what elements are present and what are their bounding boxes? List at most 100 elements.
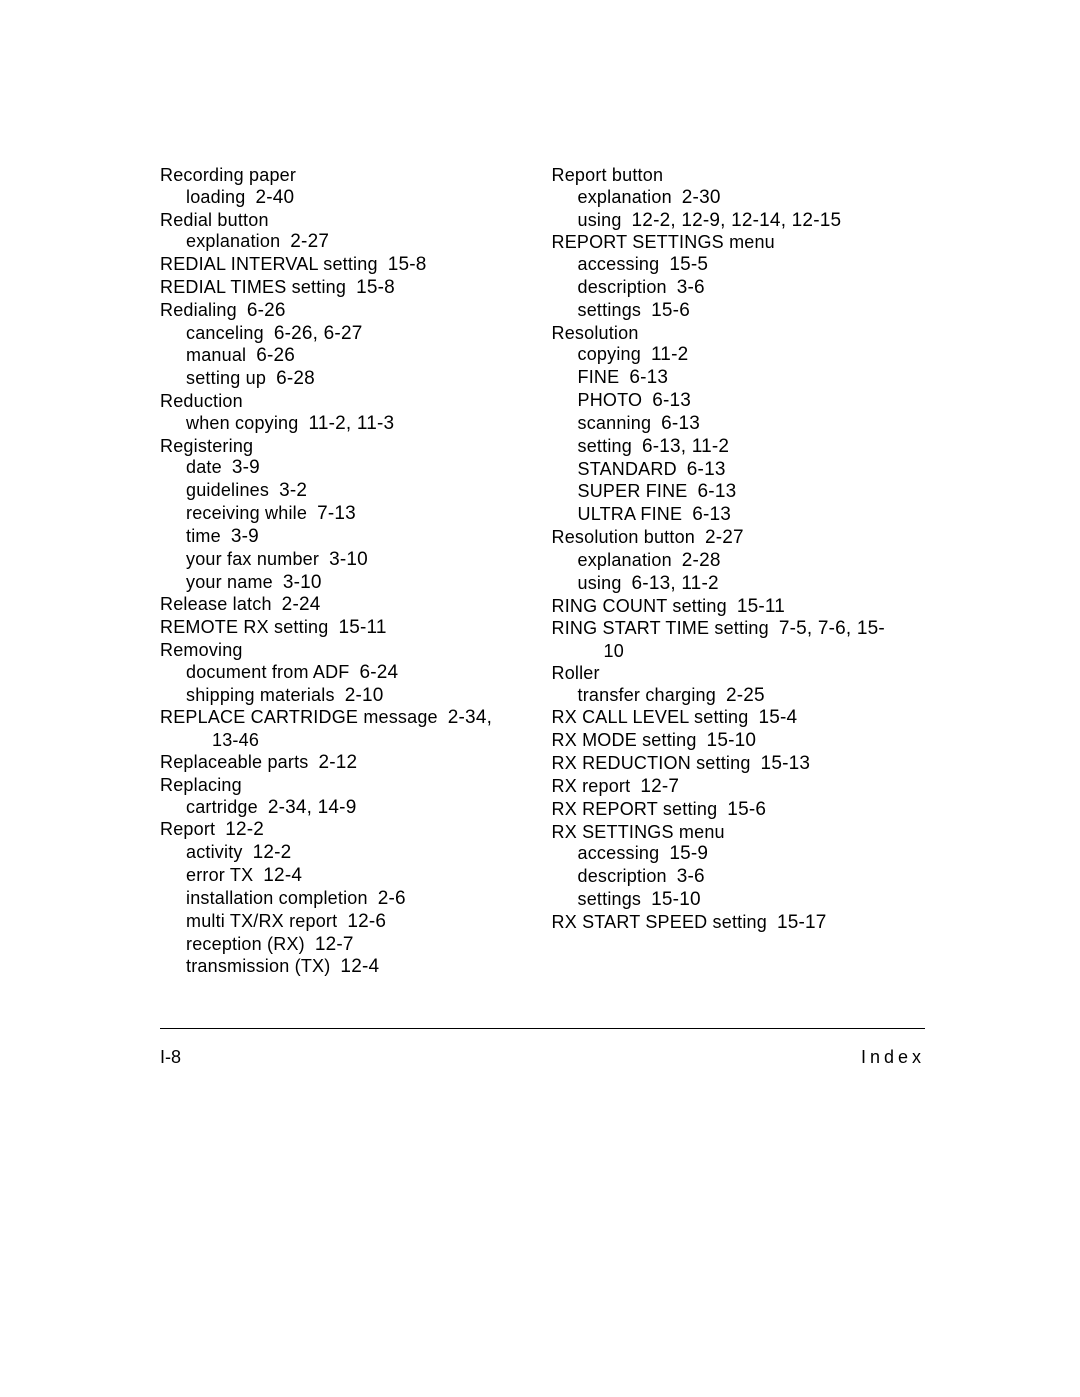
index-term: transfer charging [578, 685, 716, 705]
index-page-ref: 3-9 [231, 526, 259, 547]
index-entry: accessing15-9 [552, 843, 926, 865]
index-page-ref: 2-40 [255, 187, 294, 208]
index-page-ref: 6-26, 6-27 [274, 323, 363, 344]
index-entry: RX MODE setting 15-10 [552, 730, 926, 752]
index-term: Reduction [160, 391, 243, 411]
index-page-ref: 6-13 [698, 481, 737, 502]
index-page-ref: 15-10 [707, 730, 757, 751]
index-term: settings [578, 889, 642, 909]
index-entry: canceling 6-26, 6-27 [160, 323, 534, 345]
index-entry: Replacing [160, 775, 534, 796]
index-page-ref: 2-6 [378, 888, 406, 909]
index-entry: 10 [552, 641, 926, 662]
index-entry: RX report12-7 [552, 776, 926, 798]
index-entry: receiving while7-13 [160, 503, 534, 525]
index-term: Redialing [160, 300, 237, 320]
index-page-ref: 15-11 [737, 596, 785, 617]
index-entry: REPLACE CARTRIDGE message2-34, [160, 707, 534, 729]
index-page-ref: 12-7 [315, 934, 354, 955]
index-entry: Roller [552, 663, 926, 684]
index-entry: activity12-2 [160, 842, 534, 864]
index-term: multi TX/RX report [186, 911, 337, 931]
index-term: Replacing [160, 775, 242, 795]
index-page-ref: 2-24 [282, 594, 321, 615]
index-entry: RX CALL LEVEL setting15-4 [552, 707, 926, 729]
index-page-ref: 15-4 [758, 707, 797, 728]
index-page-ref: 7-13 [317, 503, 356, 524]
index-page-ref: 15-8 [356, 277, 395, 298]
index-entry: transmission (TX)12-4 [160, 956, 534, 978]
index-entry: REPORT SETTINGS menu [552, 232, 926, 253]
index-entry: using6-13, 11-2 [552, 573, 926, 595]
index-entry: REDIAL TIMES setting15-8 [160, 277, 534, 299]
index-page-ref: 3-2 [279, 480, 307, 501]
index-page-ref: 15-17 [777, 912, 827, 933]
index-entry: Report12-2 [160, 819, 534, 841]
index-page-ref: 2-25 [726, 685, 765, 706]
index-entry: multi TX/RX report12-6 [160, 911, 534, 933]
index-page-ref: 11-2, 11-3 [308, 413, 394, 434]
index-entry: explanation2-28 [552, 550, 926, 572]
index-term: 10 [604, 641, 624, 661]
index-page-ref: 15-6 [727, 799, 766, 820]
index-entry: installation completion2-6 [160, 888, 534, 910]
index-term: shipping materials [186, 685, 335, 705]
index-entry: Release latch2-24 [160, 594, 534, 616]
index-page-ref: 15-6 [651, 300, 690, 321]
index-term: Report [160, 819, 215, 839]
index-page-ref: 6-13, 11-2 [632, 573, 719, 594]
index-page-ref: 3-6 [677, 277, 705, 298]
index-page-ref: 6-28 [276, 368, 315, 389]
index-term: REDIAL INTERVAL setting [160, 254, 378, 274]
index-term: Registering [160, 436, 253, 456]
index-entry: STANDARD6-13 [552, 459, 926, 481]
index-entry: RX REPORT setting15-6 [552, 799, 926, 821]
index-term: RX SETTINGS menu [552, 822, 725, 842]
index-column-left: Recording paperloading2-40Redial buttone… [160, 165, 534, 979]
index-page-ref: 15-8 [388, 254, 427, 275]
index-entry: Reduction [160, 391, 534, 412]
index-entry: RX START SPEED setting15-17 [552, 912, 926, 934]
index-entry: 13-46 [160, 730, 534, 751]
index-page-ref: 2-10 [345, 685, 384, 706]
index-page-ref: 6-13 [661, 413, 700, 434]
index-term: REMOTE RX setting [160, 617, 328, 637]
index-term: time [186, 526, 221, 546]
index-term: Resolution button [552, 527, 696, 547]
index-entry: Registering [160, 436, 534, 457]
index-entry: accessing15-5 [552, 254, 926, 276]
index-entry: your fax number3-10 [160, 549, 534, 571]
index-term: canceling [186, 323, 264, 343]
index-entry: copying11-2 [552, 344, 926, 366]
index-content: Recording paperloading2-40Redial buttone… [160, 165, 925, 979]
index-page-ref: 2-27 [705, 527, 744, 548]
index-page-ref: 6-13 [687, 459, 726, 480]
index-term: RX report [552, 776, 631, 796]
index-term: activity [186, 842, 243, 862]
index-term: explanation [578, 550, 672, 570]
index-entry: description3-6 [552, 866, 926, 888]
index-entry: manual 6-26 [160, 345, 534, 367]
page-number: I-8 [160, 1047, 181, 1068]
index-term: Removing [160, 640, 243, 660]
index-page-ref: 6-13 [692, 504, 731, 525]
index-term: explanation [186, 231, 280, 251]
index-term: RX MODE setting [552, 730, 697, 750]
index-page-ref: 2-34, 14-9 [268, 797, 357, 818]
index-term: manual [186, 345, 246, 365]
index-term: Report button [552, 165, 664, 185]
index-entry: Removing [160, 640, 534, 661]
index-entry: description3-6 [552, 277, 926, 299]
index-term: cartridge [186, 797, 258, 817]
index-entry: setting up6-28 [160, 368, 534, 390]
index-term: description [578, 866, 667, 886]
index-entry: Recording paper [160, 165, 534, 186]
footer-section-label: Index [861, 1047, 925, 1068]
index-page-ref: 6-26 [256, 345, 295, 366]
index-entry: date3-9 [160, 457, 534, 479]
index-page-ref: 2-30 [682, 187, 721, 208]
index-term: RX REDUCTION setting [552, 753, 751, 773]
index-page-ref: 6-26 [247, 300, 286, 321]
index-entry: RX SETTINGS menu [552, 822, 926, 843]
index-entry: ULTRA FINE6-13 [552, 504, 926, 526]
